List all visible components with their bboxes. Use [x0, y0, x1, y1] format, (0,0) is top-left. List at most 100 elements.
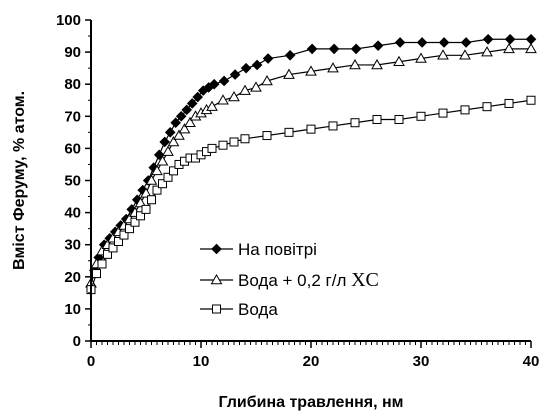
legend-symbol-water-hs: [210, 273, 223, 285]
series-water-hs: [85, 42, 537, 288]
legend-item-air: На повітрі: [200, 240, 317, 259]
data-point-water: [438, 108, 448, 118]
data-point-water-hs: [145, 174, 158, 185]
data-point-water: [262, 131, 272, 141]
legend-label-air: На повітрі: [238, 240, 317, 259]
data-point-air: [218, 75, 230, 87]
data-point-air: [350, 43, 362, 55]
data-point-water-hs: [134, 196, 147, 208]
data-point-water: [141, 204, 151, 214]
data-point-air: [159, 136, 171, 148]
data-point-water-hs: [393, 55, 405, 66]
data-point-water-hs: [327, 62, 339, 73]
data-point-water: [147, 195, 156, 205]
data-point-water: [372, 115, 382, 125]
data-point-air: [186, 98, 198, 109]
y-tick-label: 0: [73, 333, 81, 350]
data-point-air: [372, 40, 384, 51]
data-point-water: [92, 269, 101, 279]
data-point-water: [284, 127, 294, 137]
data-point-air: [181, 104, 193, 116]
data-point-water-hs: [162, 145, 174, 156]
data-point-water: [119, 230, 129, 240]
data-point-water-hs: [173, 129, 185, 140]
data-point-water: [229, 137, 239, 147]
data-point-water: [350, 118, 360, 128]
data-point-air: [192, 91, 204, 103]
data-point-water-hs: [167, 135, 180, 147]
data-point-air: [394, 37, 406, 48]
data-point-water: [416, 111, 426, 121]
x-tick-label: 30: [413, 353, 430, 370]
data-point-air: [306, 43, 318, 55]
data-point-water-hs: [525, 42, 537, 54]
y-tick-label: 100: [56, 12, 81, 29]
legend-marker-air: [200, 243, 233, 255]
data-point-water: [306, 124, 316, 134]
ticks: 0 10 20 30 40 0 10 20 30 40 50 60 70 80 90 100: [56, 12, 539, 370]
data-point-water: [136, 211, 145, 221]
y-tick-label: 50: [64, 173, 81, 190]
x-tick-label: 20: [303, 353, 320, 370]
data-point-air: [229, 69, 241, 80]
data-point-water-hs: [140, 187, 152, 198]
legend-symbol-air: [211, 243, 222, 255]
legend-label-water: Вода: [238, 300, 278, 319]
y-tick-label: 10: [64, 301, 81, 318]
x-axis-title: Глибина травлення, нм: [218, 394, 403, 411]
y-tick-label: 60: [64, 140, 81, 157]
data-point-water: [240, 134, 250, 144]
data-point-air: [438, 37, 450, 48]
data-point-water: [328, 121, 338, 131]
legend-symbol-water: [212, 304, 221, 314]
data-point-water: [526, 95, 536, 105]
data-point-water-hs: [261, 74, 273, 86]
data-point-water-hs: [283, 68, 295, 79]
y-tick-label: 30: [64, 237, 81, 254]
data-point-air: [262, 53, 274, 64]
data-point-water-hs: [415, 52, 427, 63]
data-point-air: [416, 37, 428, 48]
y-tick-label: 20: [64, 269, 81, 286]
data-point-water: [108, 243, 118, 253]
data-point-water-hs: [206, 100, 218, 111]
legend-marker-water-hs: [200, 273, 233, 285]
y-tick-label: 40: [64, 205, 81, 222]
x-tick-label: 10: [193, 353, 210, 370]
data-point-water: [169, 166, 178, 176]
data-point-water: [125, 224, 134, 234]
data-point-water: [218, 140, 228, 150]
data-point-water-hs: [371, 58, 383, 70]
data-point-water: [207, 143, 217, 153]
data-point-air: [328, 43, 340, 55]
y-tick-label: 90: [64, 44, 81, 61]
series-water: [86, 95, 536, 295]
legend-marker-water: [200, 304, 233, 314]
legend-label-water-hs: Вода + 0,2 г/л XC: [238, 269, 379, 291]
legend-label-part: Вода + 0,2 г/л: [238, 271, 351, 290]
data-point-water-hs: [178, 123, 191, 134]
data-point-water: [504, 98, 514, 108]
data-point-water-hs: [228, 91, 240, 102]
data-point-air: [504, 33, 516, 45]
x-tick-label: 0: [87, 353, 95, 370]
legend-item-water-hs: Вода + 0,2 г/л XC: [200, 269, 379, 291]
data-point-water-hs: [250, 81, 262, 92]
series-group: [85, 33, 537, 295]
data-point-air: [164, 127, 176, 138]
data-point-water-hs: [184, 116, 196, 127]
y-axis-title: Вміст Феруму, % атом.: [11, 91, 28, 270]
data-point-water-hs: [151, 164, 163, 176]
data-point-air: [284, 50, 296, 61]
data-point-water: [158, 179, 167, 189]
data-point-air: [170, 117, 182, 129]
legend-item-water: Вода: [200, 300, 278, 319]
data-point-water: [103, 249, 112, 259]
data-point-water-hs: [437, 49, 449, 60]
data-point-water: [152, 185, 162, 195]
data-point-water-hs: [503, 42, 515, 54]
data-point-air: [175, 110, 187, 122]
data-point-water: [482, 102, 492, 112]
data-point-water: [130, 217, 140, 227]
